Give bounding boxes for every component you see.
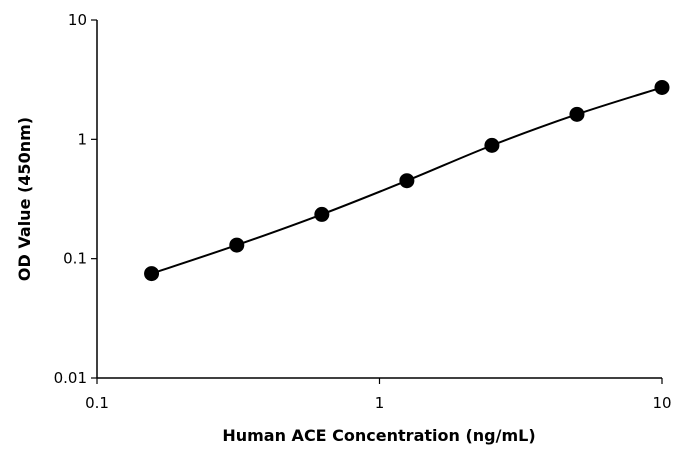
x-axis-title: Human ACE Concentration (ng/mL) — [222, 426, 535, 445]
data-point — [484, 137, 500, 153]
y-tick-label: 10 — [68, 11, 87, 29]
axes — [96, 20, 662, 379]
y-ticks: 0.01 0.1 1 10 — [54, 11, 97, 387]
x-tick-label: 0.1 — [85, 394, 109, 412]
data-point — [399, 173, 415, 189]
data-point — [569, 106, 585, 122]
data-point — [314, 206, 330, 222]
y-tick-label: 0.1 — [63, 250, 87, 268]
y-axis-title: OD Value (450nm) — [15, 117, 34, 281]
y-tick-label: 0.01 — [54, 369, 87, 387]
data-series — [144, 79, 670, 282]
x-tick-label: 10 — [652, 394, 671, 412]
x-ticks: 0.1 1 10 — [85, 378, 672, 412]
data-point — [654, 79, 670, 95]
x-tick-label: 1 — [375, 394, 385, 412]
data-point — [144, 266, 160, 282]
data-point — [229, 237, 245, 253]
y-tick-label: 1 — [77, 130, 87, 148]
